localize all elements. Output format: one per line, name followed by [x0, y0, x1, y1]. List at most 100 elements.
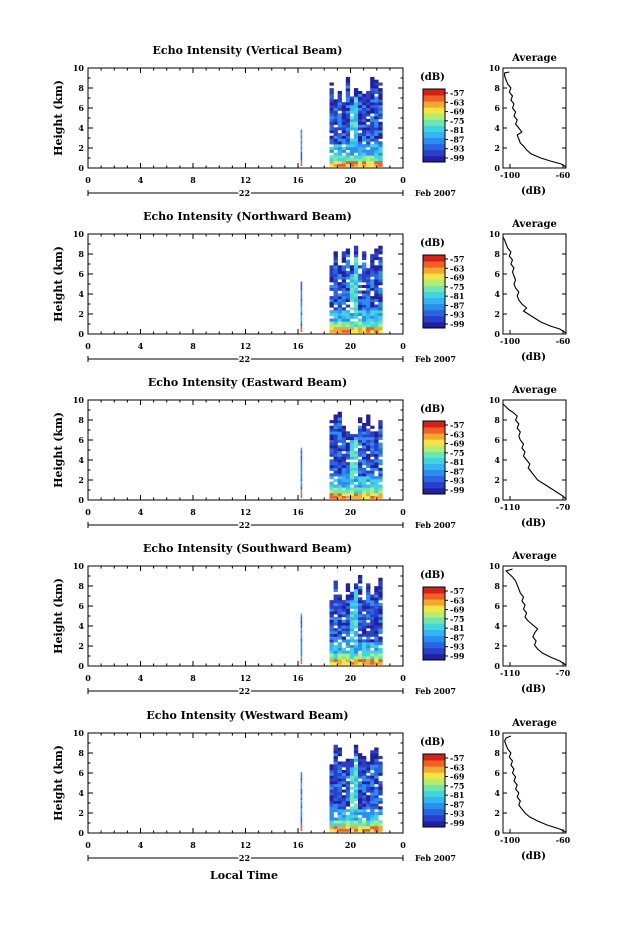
y-axis-label: Height (km) [52, 578, 65, 654]
echo-cell [349, 107, 355, 111]
echo-cell [333, 789, 338, 793]
echo-cell [353, 467, 359, 471]
echo-cell [362, 758, 367, 762]
echo-cell [300, 814, 303, 817]
echo-cell [366, 130, 371, 134]
echo-cell [329, 163, 334, 167]
echo-cell [333, 755, 338, 759]
echo-cell [345, 464, 351, 468]
echo-cells [300, 76, 383, 167]
echo-cell [300, 789, 303, 792]
echo-cell [362, 775, 367, 779]
echo-cell [337, 484, 342, 488]
echo-cell [370, 312, 375, 316]
echo-cell [374, 602, 379, 606]
echo-cell [341, 102, 347, 106]
echo-cell [341, 130, 347, 134]
echo-cell [345, 492, 351, 496]
panel-title: Echo Intensity (Northward Beam) [143, 210, 352, 223]
echo-cell [345, 642, 351, 646]
echo-cell [374, 611, 379, 615]
echo-cell [362, 321, 367, 325]
echo-cell [345, 761, 351, 765]
echo-cell [333, 467, 338, 471]
echo-cell [357, 439, 363, 443]
echo-cell [341, 630, 347, 634]
echo-cell [333, 661, 338, 665]
echo-cell [374, 653, 379, 657]
echo-cell [353, 470, 359, 474]
avg-x-label: (dB) [521, 851, 546, 862]
echo-cell [370, 318, 375, 322]
colorbar-segment [423, 766, 445, 773]
echo-cell [341, 448, 347, 452]
echo-cell [300, 281, 303, 285]
echo-cell [378, 287, 383, 291]
echo-cell [349, 265, 355, 269]
echo-cell [329, 135, 334, 139]
echo-cell [300, 284, 303, 288]
echo-cell [349, 636, 355, 640]
echo-cell [341, 820, 347, 824]
echo-cell [362, 622, 367, 626]
y-tick-label: 2 [78, 309, 84, 319]
echo-cell [349, 450, 355, 454]
echo-cell [349, 138, 355, 142]
echo-cell [357, 304, 363, 308]
echo-cell [353, 795, 359, 799]
echo-cell [353, 88, 359, 92]
echo-cell [357, 781, 363, 785]
echo-cell [362, 442, 367, 446]
echo-cell [300, 312, 303, 316]
echo-cell [333, 442, 338, 446]
y-tick-label: 6 [78, 601, 84, 611]
echo-cell [329, 276, 334, 280]
avg-y-tick-label: 8 [494, 83, 500, 93]
echo-cell [362, 806, 367, 810]
echo-cell [378, 93, 383, 97]
echo-cell [366, 160, 371, 164]
echo-cell [378, 755, 383, 759]
echo-cell [333, 464, 338, 468]
echo-cell [374, 619, 379, 623]
echo-cell [329, 633, 334, 637]
echo-cell [349, 761, 355, 765]
echo-cell [337, 786, 342, 790]
echo-cell [366, 616, 371, 620]
echo-cell [362, 155, 367, 159]
colorbar-segment [423, 487, 445, 495]
echo-cell [357, 783, 363, 787]
echo-cell [329, 445, 334, 449]
echo-cell [366, 464, 371, 468]
echo-cell [353, 767, 359, 771]
echo-cell [353, 90, 359, 94]
echo-cell [374, 445, 379, 449]
echo-cell [349, 772, 355, 776]
echo-cell [362, 650, 367, 654]
colorbar-segment [423, 131, 445, 139]
echo-cell [300, 152, 303, 155]
echo-cell [333, 262, 338, 266]
echo-cell [349, 298, 355, 302]
echo-cell [362, 467, 367, 471]
echo-cell [353, 614, 359, 618]
echo-cell [362, 786, 367, 790]
avg-y-tick-label: 10 [489, 561, 501, 571]
echo-cell [362, 265, 367, 269]
echo-cell [378, 434, 383, 438]
echo-cell [353, 93, 359, 97]
echo-cell [366, 282, 371, 286]
echo-cell [341, 775, 347, 779]
echo-cell [357, 602, 363, 606]
x-tick-label: 4 [138, 175, 144, 185]
echo-cell [370, 490, 375, 494]
y-axis-label: Height (km) [52, 80, 65, 156]
echo-cell [345, 158, 351, 162]
echo-cell [366, 650, 371, 654]
echo-cell [349, 453, 355, 457]
echo-cell [378, 296, 383, 300]
echo-cell [337, 764, 342, 768]
echo-cell [362, 273, 367, 277]
echo-cell [362, 755, 367, 759]
average-title: Average [511, 53, 557, 64]
